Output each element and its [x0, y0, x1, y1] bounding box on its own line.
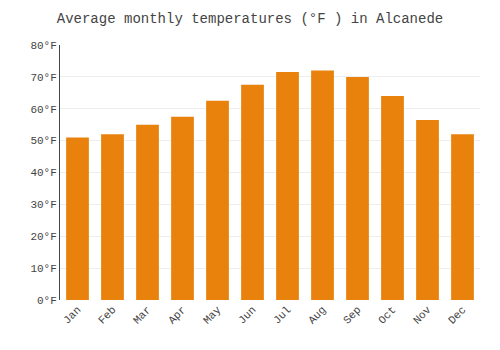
svg-text:40°F: 40°F: [30, 167, 56, 179]
svg-text:Jul: Jul: [271, 304, 293, 326]
svg-text:Sep: Sep: [341, 304, 363, 326]
svg-text:Apr: Apr: [166, 304, 188, 326]
svg-text:Feb: Feb: [96, 304, 118, 326]
svg-text:70°F: 70°F: [30, 72, 56, 84]
svg-text:Nov: Nov: [411, 304, 434, 327]
svg-text:Mar: Mar: [131, 304, 153, 326]
svg-text:Oct: Oct: [376, 304, 398, 326]
svg-text:20°F: 20°F: [30, 231, 56, 243]
svg-text:0°F: 0°F: [37, 295, 57, 307]
svg-text:Aug: Aug: [306, 304, 328, 326]
svg-text:Dec: Dec: [446, 304, 468, 326]
svg-text:Jan: Jan: [61, 304, 83, 326]
svg-text:60°F: 60°F: [30, 104, 56, 116]
svg-text:30°F: 30°F: [30, 199, 56, 211]
svg-text:Jun: Jun: [236, 304, 258, 326]
svg-text:50°F: 50°F: [30, 135, 56, 147]
svg-text:80°F: 80°F: [30, 40, 56, 52]
svg-text:Average monthly temperatures (: Average monthly temperatures (°F ) in Al…: [57, 11, 443, 27]
svg-text:10°F: 10°F: [30, 263, 56, 275]
svg-text:May: May: [201, 304, 224, 327]
